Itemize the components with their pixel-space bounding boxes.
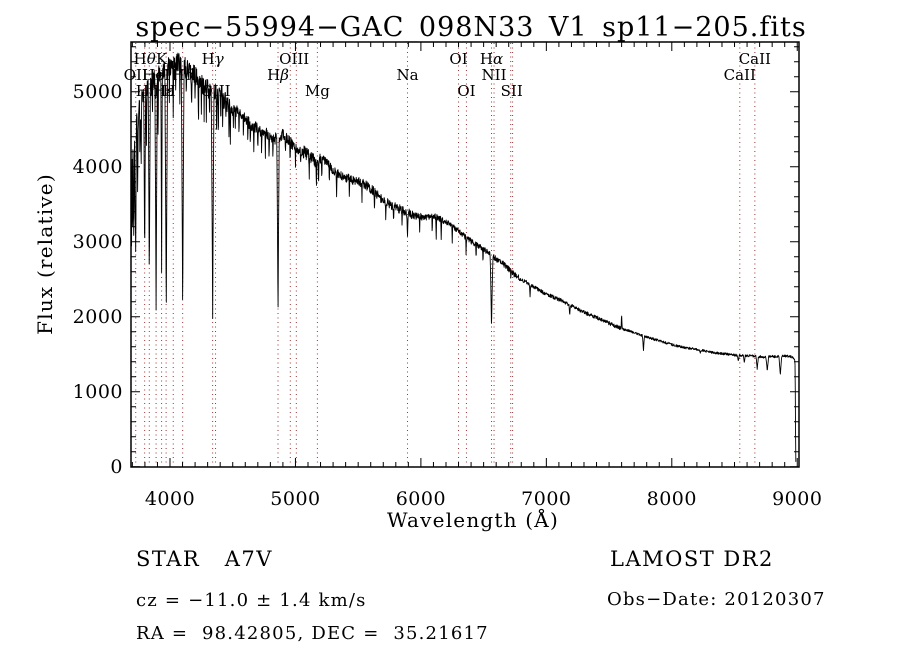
ra-dec-label: RA = 98.42805, DEC = 35.21617 xyxy=(136,623,489,644)
y-tick-label-2000: 2000 xyxy=(73,306,123,328)
x-tick-label-7000: 7000 xyxy=(521,488,571,510)
line-label-OIII: OIII xyxy=(279,50,309,68)
x-tick-label-4000: 4000 xyxy=(145,488,195,510)
radial-velocity-label: cz = −11.0 ± 1.4 km/s xyxy=(136,590,367,611)
classification-label: STAR A7V xyxy=(136,547,273,571)
obs-date-label: Obs−Date: 20120307 xyxy=(607,589,826,610)
y-tick-label-3000: 3000 xyxy=(73,231,123,253)
line-label-CaII: CaII xyxy=(724,66,756,84)
line-label-Hγ: Hγ xyxy=(202,50,224,68)
line-label-Na: Na xyxy=(396,66,418,84)
line-label-NII: NII xyxy=(482,66,507,84)
y-tick-label-5000: 5000 xyxy=(73,81,123,103)
line-label-Hβ: Hβ xyxy=(267,66,289,84)
line-label-SII: SII xyxy=(501,82,523,100)
line-label-Hθ: Hθ xyxy=(134,50,156,68)
x-tick-label-8000: 8000 xyxy=(647,488,697,510)
line-label-Hε: Hε xyxy=(153,82,174,100)
x-tick-label-9000: 9000 xyxy=(772,488,822,510)
line-label-Hα: Hα xyxy=(480,50,503,68)
y-axis-title: Flux (relative) xyxy=(33,173,57,335)
x-axis-title: Wavelength (Å) xyxy=(387,507,559,532)
x-tick-label-5000: 5000 xyxy=(270,488,320,510)
spectrum-line xyxy=(130,52,797,462)
line-label-CaII: CaII xyxy=(739,50,771,68)
line-label-K: K xyxy=(156,50,168,68)
line-label-Mg: Mg xyxy=(305,82,330,100)
y-tick-label-4000: 4000 xyxy=(73,156,123,178)
survey-label: LAMOST DR2 xyxy=(610,547,774,571)
plot-title: spec−55994−GAC_098N33_V1_sp11−205.fits xyxy=(135,12,807,43)
line-label-OII: OII xyxy=(124,66,148,84)
plot-frame xyxy=(130,41,800,468)
y-tick-label-1000: 1000 xyxy=(73,381,123,403)
line-label-OI: OI xyxy=(457,82,475,100)
y-tick-label-0: 0 xyxy=(110,456,123,478)
x-tick-label-6000: 6000 xyxy=(396,488,446,510)
line-label-OI: OI xyxy=(449,50,467,68)
